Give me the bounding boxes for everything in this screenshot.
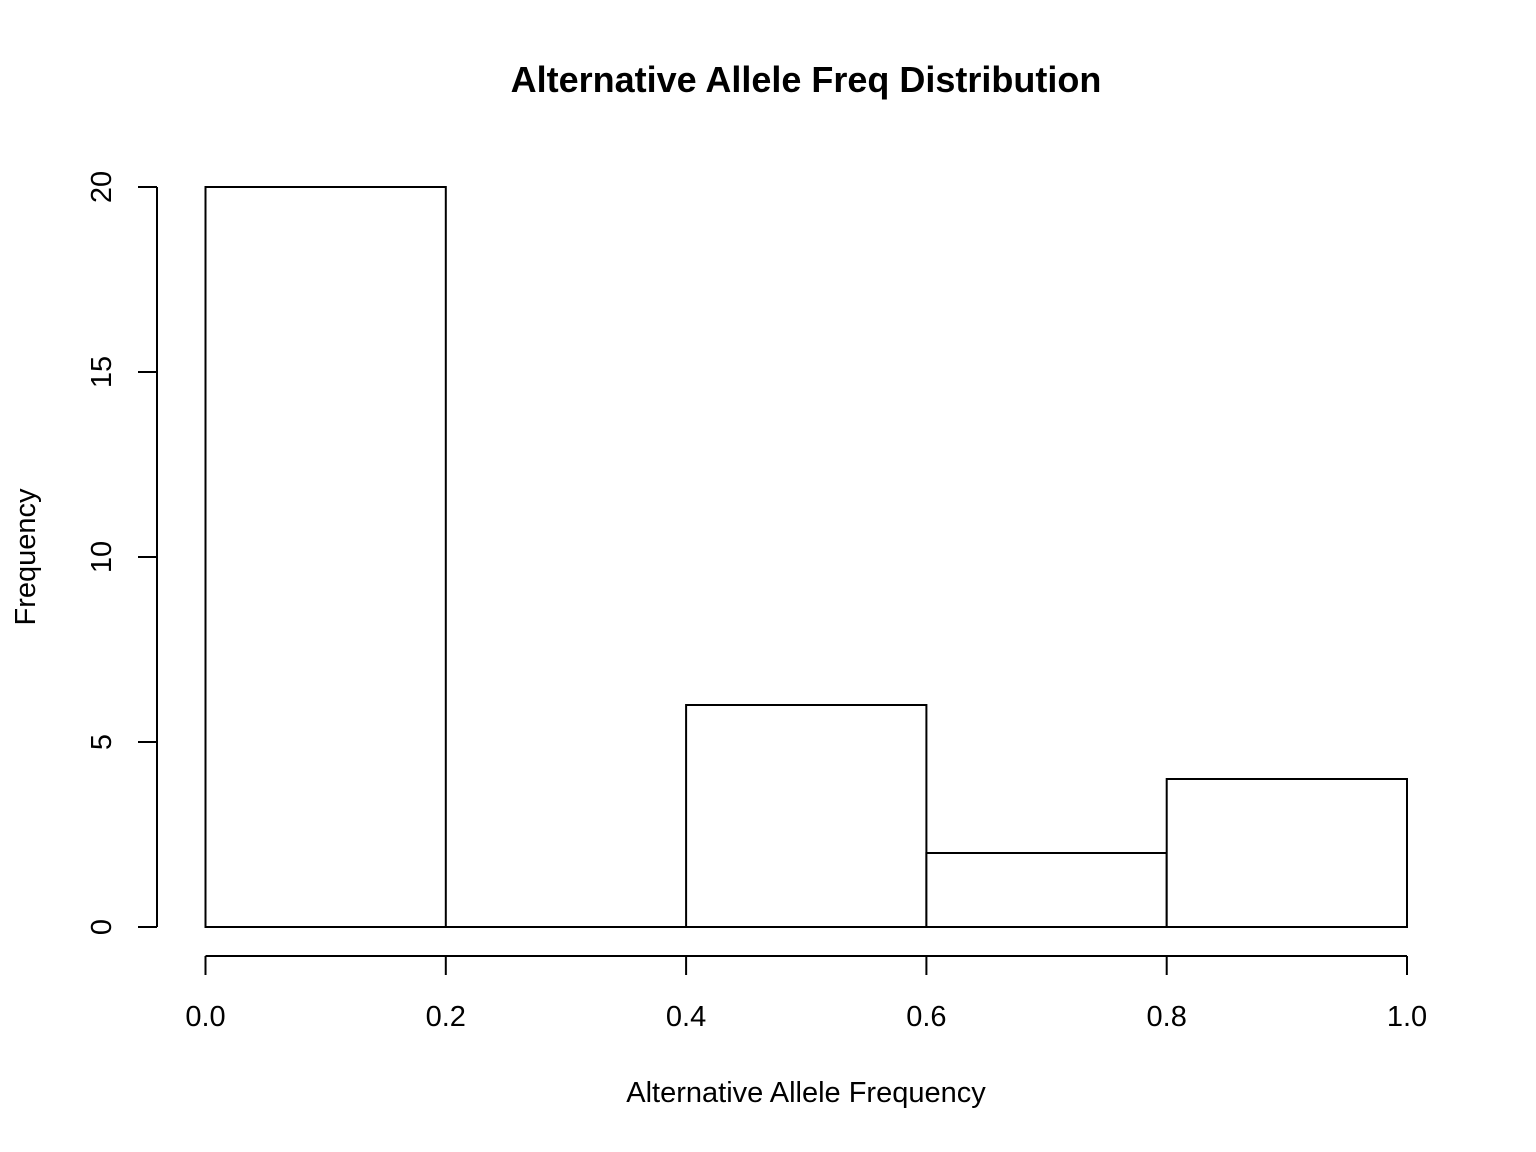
histogram-bar-4 — [1165, 778, 1408, 928]
y-tick-label: 10 — [86, 541, 118, 573]
x-axis-label: Alternative Allele Frequency — [626, 1077, 986, 1109]
y-tick-label: 0 — [86, 919, 118, 935]
y-axis: 0 5 10 15 20 — [86, 171, 158, 935]
histogram-bars — [204, 186, 1408, 928]
x-tick-label: 0.8 — [1147, 1001, 1187, 1033]
x-tick-label: 0.2 — [426, 1001, 466, 1033]
histogram-bar-0 — [204, 186, 447, 928]
chart-title: Alternative Allele Freq Distribution — [511, 59, 1102, 100]
x-tick-label: 0.0 — [185, 1001, 225, 1033]
y-tick-label: 20 — [86, 171, 118, 203]
x-tick-label: 0.4 — [666, 1001, 706, 1033]
histogram-bar-2 — [685, 704, 928, 928]
x-tick-label: 1.0 — [1387, 1001, 1427, 1033]
y-tick-label: 15 — [86, 356, 118, 388]
histogram-bar-3 — [925, 852, 1168, 928]
y-axis-label: Frequency — [10, 488, 42, 626]
x-tick-label: 0.6 — [906, 1001, 946, 1033]
x-axis: 0.0 0.2 0.4 0.6 0.8 1.0 — [185, 955, 1427, 1033]
y-tick-label: 5 — [86, 734, 118, 750]
